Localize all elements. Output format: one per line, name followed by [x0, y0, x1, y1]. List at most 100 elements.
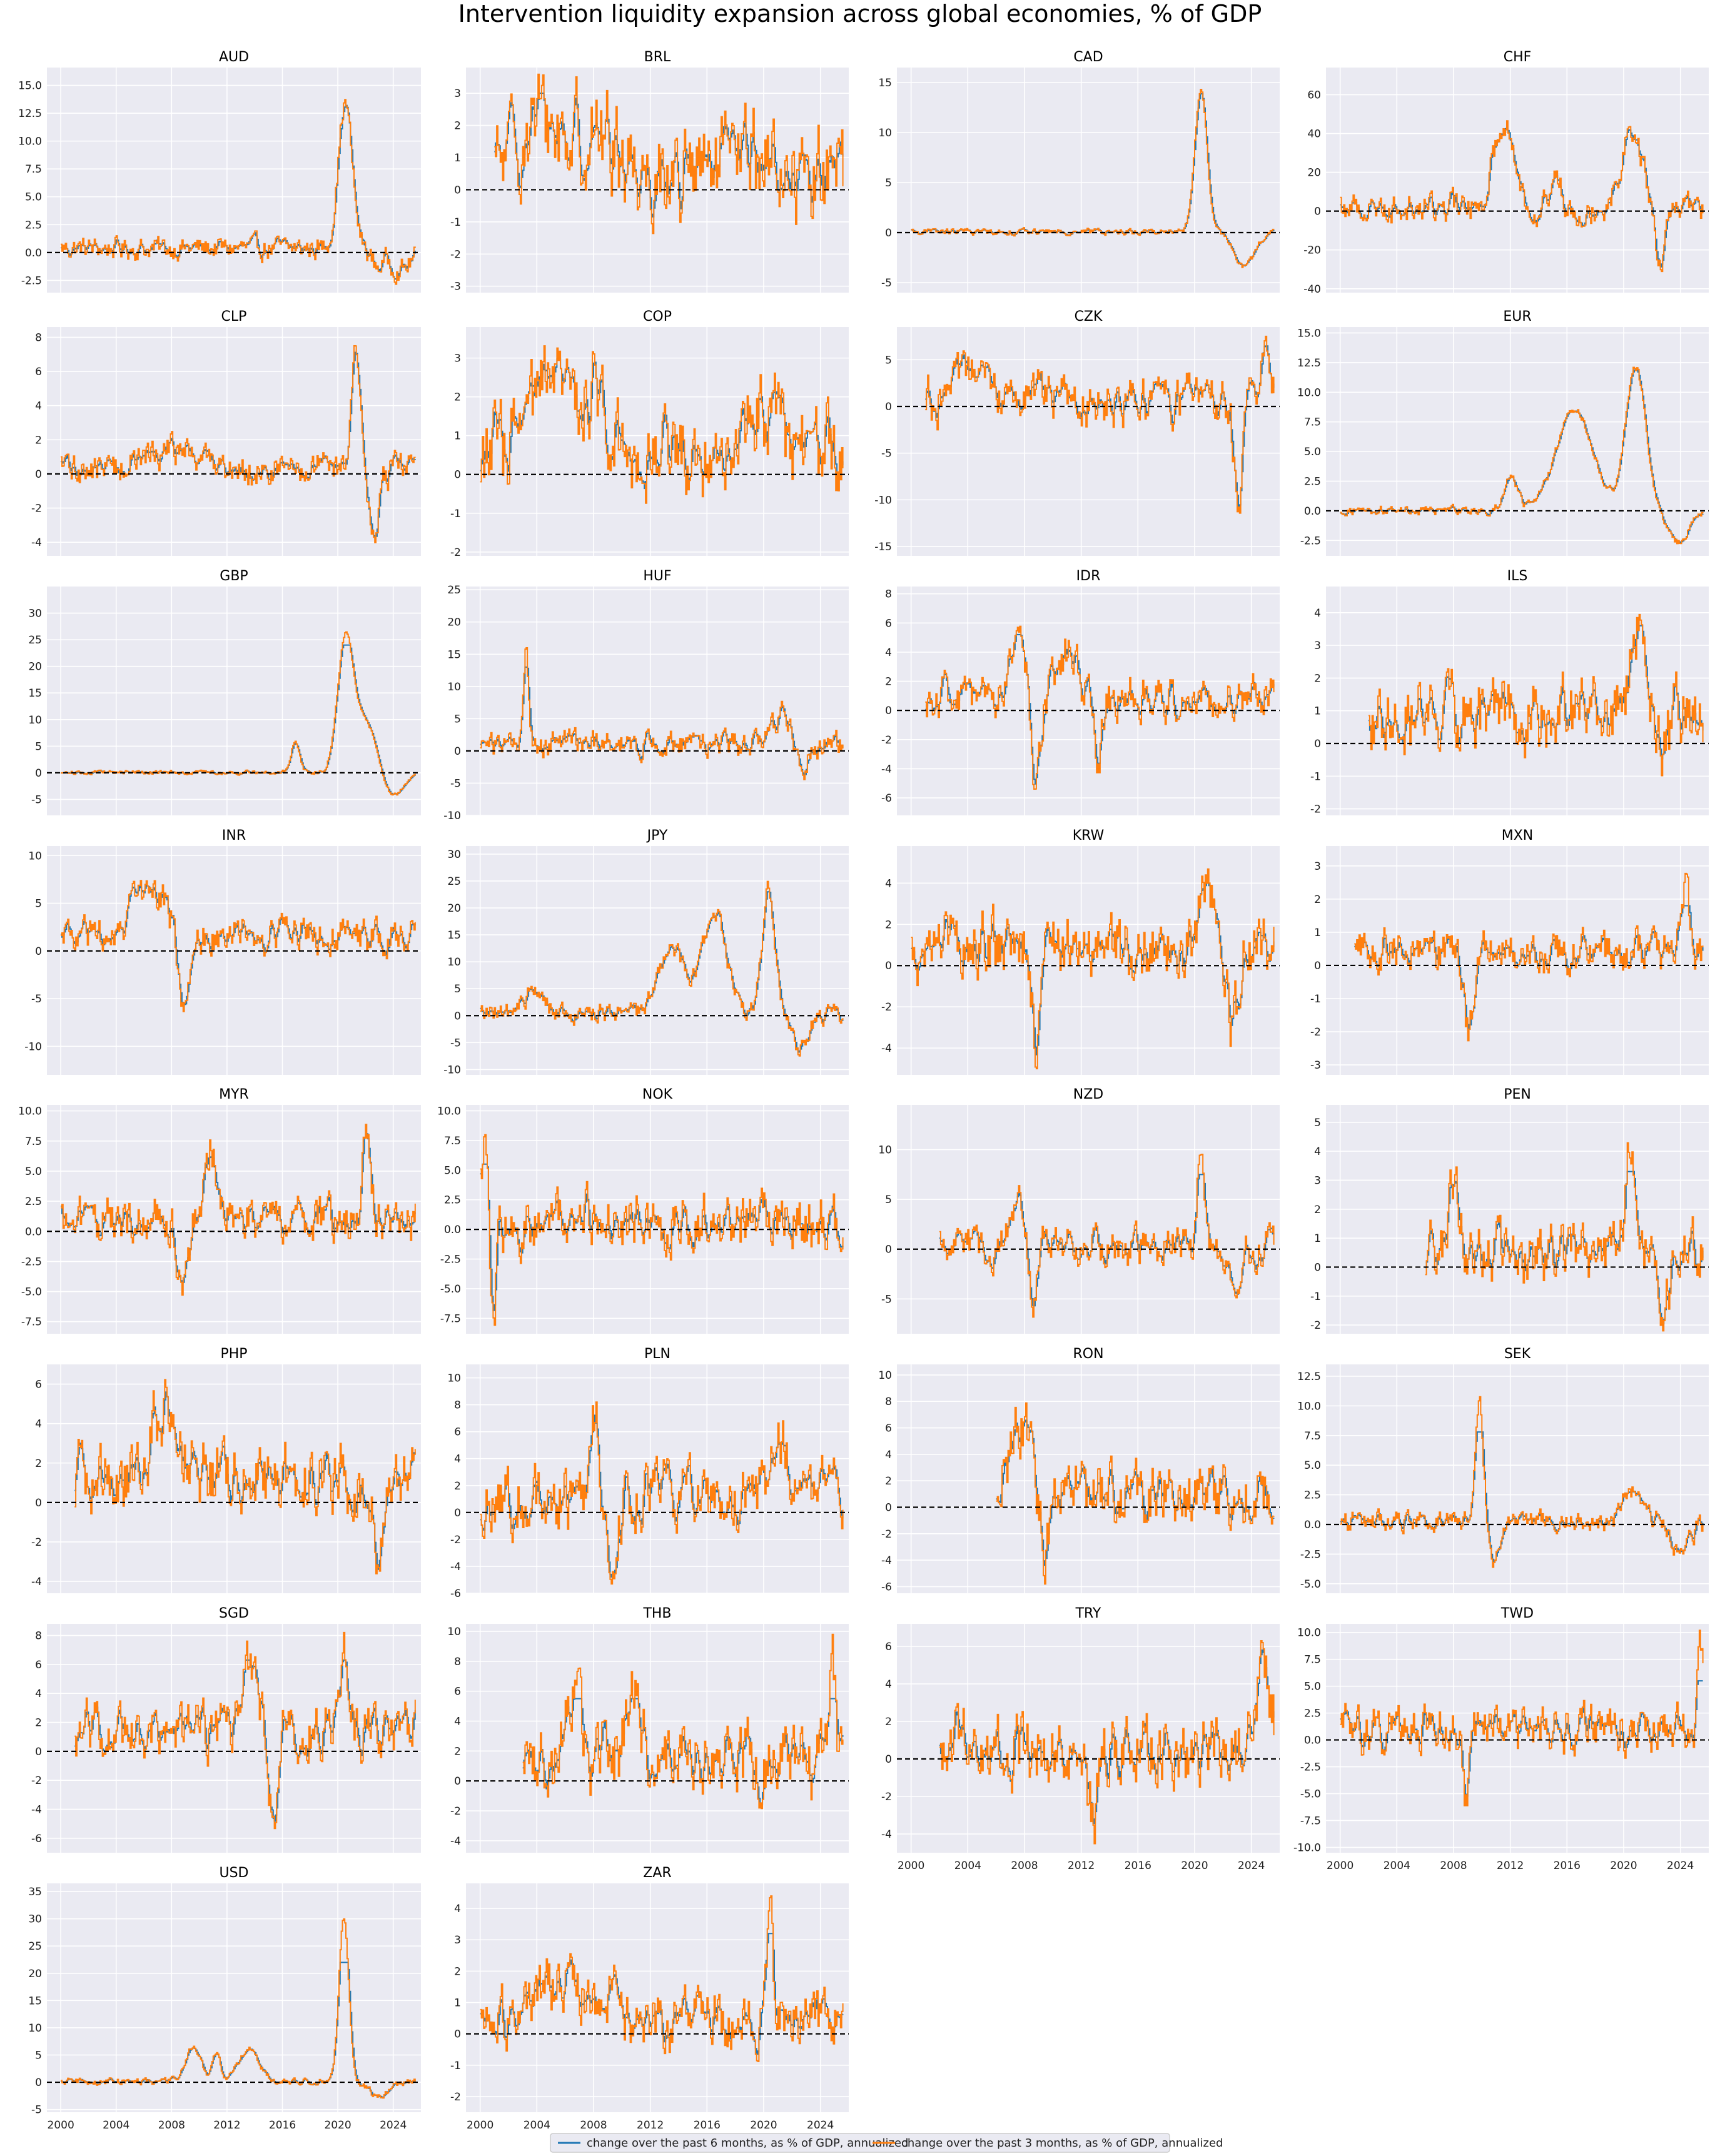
y-tick-label: -2: [1310, 803, 1321, 816]
panel-title: PEN: [1504, 1087, 1531, 1102]
y-tick-label: 10: [28, 714, 42, 727]
panel-title: IDR: [1076, 568, 1101, 584]
y-tick-label: 2: [454, 1965, 461, 1978]
y-tick-label: 10.0: [1297, 386, 1321, 399]
x-tick-label: 2016: [269, 2119, 296, 2132]
y-tick-label: 5.0: [1304, 1681, 1321, 1693]
y-tick-label: 0: [1314, 206, 1321, 218]
y-tick-label: 0: [885, 1753, 892, 1766]
y-tick-label: -4: [881, 763, 892, 775]
y-tick-label: 10.0: [1297, 1400, 1321, 1413]
y-tick-label: 10.0: [1297, 1627, 1321, 1640]
panel-ils: ILS 4 3 2 1 0 -1 -2: [1310, 568, 1709, 816]
y-tick-label: -2: [31, 1775, 42, 1787]
y-tick-label: 0.0: [25, 247, 42, 259]
y-tick-label: 2: [885, 1716, 892, 1728]
y-tick-label: 6: [35, 366, 42, 378]
series-line-3m: [939, 1640, 1275, 1845]
y-tick-label: -2: [450, 1805, 461, 1818]
panel-pln: PLN 10 8 6 4 2 0 -2 -4 -6: [447, 1346, 849, 1600]
x-tick-label: 2020: [1610, 1860, 1637, 1872]
x-tick-label: 2024: [380, 2119, 407, 2132]
y-tick-label: 5.0: [25, 191, 42, 204]
y-tick-label: 10: [447, 1373, 461, 1385]
y-tick-label: 5: [885, 354, 892, 366]
y-tick-label: 15: [28, 1995, 42, 2007]
y-tick-label: -2.5: [1300, 1761, 1321, 1774]
y-tick-label: -4: [31, 1576, 42, 1588]
y-tick-label: 10: [28, 2022, 42, 2035]
panels-grid: AUD15.012.510.07.55.02.50.0-2.5BRL3210-1…: [18, 49, 1709, 2132]
series-line-3m: [1425, 1142, 1704, 1332]
series-line-3m: [1368, 613, 1704, 777]
y-tick-label: 0.0: [1304, 505, 1321, 518]
y-tick-label: -2.5: [21, 1256, 42, 1268]
y-tick-label: -1: [1310, 770, 1321, 783]
y-tick-label: 25: [28, 1940, 42, 1953]
y-tick-label: 5: [885, 177, 892, 189]
y-tick-label: 0: [454, 2028, 461, 2041]
y-tick-label: -1: [450, 216, 461, 229]
y-tick-label: 10: [447, 1626, 461, 1638]
y-tick-label: 0.0: [444, 1224, 461, 1236]
panel-myr: MYR 10.0 7.5 5.0 2.5 0.0 -2.5 -5.0 -7.5: [18, 1087, 421, 1334]
x-tick-label: 2012: [637, 2119, 664, 2132]
y-tick-label: 5.0: [1304, 1459, 1321, 1472]
panel-title: TRY: [1075, 1606, 1101, 1621]
x-tick-label: 2004: [524, 2119, 550, 2132]
series-line-3m: [1354, 872, 1704, 1042]
y-tick-label: 2: [1314, 1204, 1321, 1216]
x-tick-label: 2020: [324, 2119, 351, 2132]
panel-background: [1326, 846, 1709, 1075]
legend-box: [550, 2133, 1170, 2153]
y-tick-label: 6: [454, 1686, 461, 1698]
y-tick-label: 8: [885, 1396, 892, 1408]
panel-title: KRW: [1073, 828, 1105, 844]
panel-title: SGD: [219, 1606, 249, 1621]
y-tick-label: 4: [454, 1453, 461, 1466]
panel-cad: CAD 15 10 5 0 -5: [878, 49, 1280, 293]
y-tick-label: 1: [454, 1997, 461, 2010]
y-tick-label: 0: [454, 1010, 461, 1022]
panel-chf: CHF 60 40 20 0 -20 -40: [1303, 49, 1709, 296]
y-tick-label: -2: [881, 734, 892, 747]
y-tick-label: -5: [881, 448, 892, 460]
y-tick-label: -6: [450, 1588, 461, 1600]
y-tick-label: 6: [454, 1426, 461, 1439]
panel-usd: USD 35 30 25 20 15 10 5 0 -5 2000 2004 2008 2012 2016 2…: [28, 1865, 421, 2132]
series-line-3m: [1340, 366, 1704, 545]
y-tick-label: 2: [454, 1745, 461, 1758]
y-tick-label: 15: [447, 929, 461, 942]
y-tick-label: -40: [1303, 283, 1321, 296]
x-tick-label: 2008: [1011, 1860, 1038, 1872]
y-tick-label: -5: [450, 777, 461, 790]
series-line-3m: [74, 1631, 416, 1830]
panel-title: PLN: [644, 1346, 670, 1362]
y-tick-label: -7.5: [1300, 1815, 1321, 1827]
y-tick-label: 0: [1314, 1261, 1321, 1274]
series-line-3m: [61, 880, 416, 1012]
panel-background: [897, 587, 1280, 815]
panel-nzd: NZD 10 5 0 -5: [878, 1087, 1280, 1334]
y-tick-label: -3: [1310, 1059, 1321, 1072]
y-tick-label: 0: [35, 1497, 42, 1509]
x-tick-label: 2016: [694, 2119, 721, 2132]
panel-gbp: GBP 30 25 20 15 10 5 0 -5: [28, 568, 421, 815]
panel-background: [47, 1883, 421, 2112]
x-tick-label: 2012: [1497, 1860, 1524, 1872]
panel-krw: KRW 4 2 0 -2 -4: [881, 828, 1280, 1075]
y-tick-label: -7.5: [440, 1312, 461, 1325]
y-tick-label: -2: [450, 248, 461, 261]
panel-title: JPY: [646, 828, 668, 844]
y-tick-label: 3: [1314, 640, 1321, 652]
y-tick-label: 10.0: [18, 136, 42, 148]
y-tick-label: -2: [31, 1536, 42, 1549]
y-tick-label: 1: [1314, 927, 1321, 939]
series-line-3m: [61, 1124, 416, 1296]
series-line-3m: [480, 1895, 844, 2062]
y-tick-label: 3: [1314, 860, 1321, 873]
y-tick-label: 12.5: [18, 108, 42, 120]
series-line-3m: [74, 1379, 416, 1574]
y-tick-label: -4: [881, 1042, 892, 1055]
y-tick-label: -2.5: [1300, 535, 1321, 547]
